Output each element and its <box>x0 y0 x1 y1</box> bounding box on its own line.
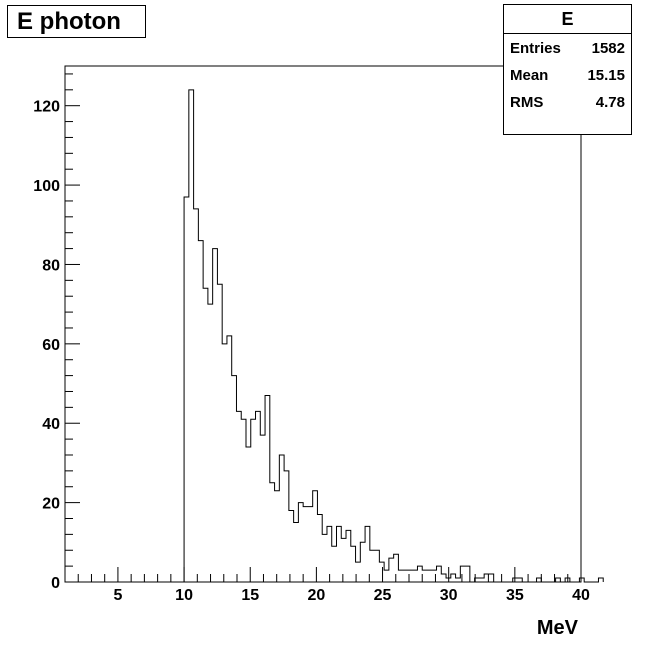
y-tick-label: 0 <box>51 575 60 592</box>
x-tick-label: 35 <box>506 587 524 604</box>
y-tick-label: 20 <box>42 496 60 513</box>
y-tick-label: 120 <box>33 99 60 116</box>
x-tick-label: 15 <box>241 587 259 604</box>
stats-label: Mean <box>510 67 549 84</box>
x-axis-ticks <box>64 567 582 582</box>
plot-title-text: E photon <box>17 8 121 35</box>
y-tick-label: 100 <box>33 178 60 195</box>
stats-value: 15.15 <box>587 67 625 84</box>
x-tick-label: 30 <box>440 587 458 604</box>
stats-histogram-name: E <box>504 5 631 34</box>
plot-title: E photon <box>7 5 146 38</box>
x-axis-title: MeV <box>537 617 579 639</box>
statistics-box: E Entries 1582 Mean 15.15 RMS 4.78 <box>503 4 632 135</box>
x-axis-tick-labels: 5 10 15 20 25 30 35 40 <box>113 587 590 604</box>
y-axis-ticks <box>65 73 80 583</box>
x-tick-label: 5 <box>113 587 122 604</box>
y-tick-label: 80 <box>42 257 60 274</box>
stats-label: RMS <box>510 94 544 111</box>
y-axis-tick-labels: 0 20 40 60 80 100 120 <box>33 99 60 592</box>
histogram-series <box>183 89 604 583</box>
stats-row-entries: Entries 1582 <box>504 36 631 61</box>
stats-value: 1582 <box>591 40 625 57</box>
stats-label: Entries <box>510 40 561 57</box>
y-tick-label: 60 <box>42 337 60 354</box>
stats-value: 4.78 <box>595 94 625 111</box>
x-tick-label: 10 <box>175 587 193 604</box>
plot-frame <box>64 65 582 583</box>
x-tick-label: 25 <box>374 587 392 604</box>
stats-row-mean: Mean 15.15 <box>504 63 631 88</box>
stats-row-rms: RMS 4.78 <box>504 90 631 115</box>
x-tick-label: 20 <box>307 587 325 604</box>
y-tick-label: 40 <box>42 416 60 433</box>
x-tick-label: 40 <box>572 587 590 604</box>
